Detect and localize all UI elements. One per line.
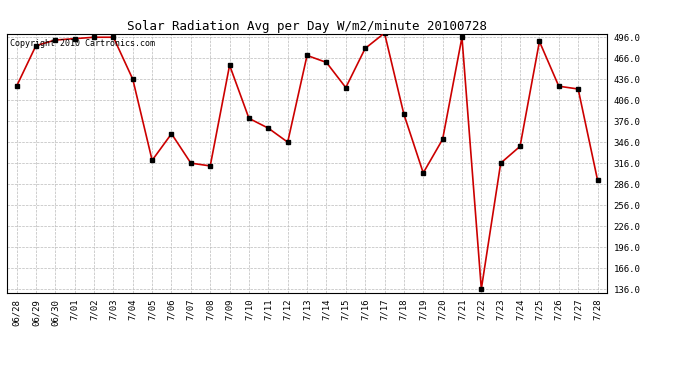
Text: Copyright 2010 Cartronics.com: Copyright 2010 Cartronics.com xyxy=(10,39,155,48)
Title: Solar Radiation Avg per Day W/m2/minute 20100728: Solar Radiation Avg per Day W/m2/minute … xyxy=(127,20,487,33)
